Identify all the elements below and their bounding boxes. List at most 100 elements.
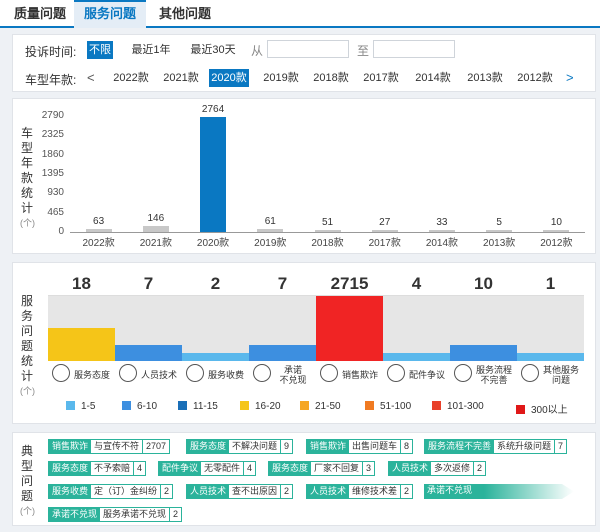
flow-icon (454, 364, 472, 382)
legend-item: 101-300 (432, 401, 484, 412)
top-tab-bar: 质量问题 服务问题 其他问题 (0, 0, 600, 28)
heatmap-count: 2 (182, 272, 249, 296)
year-option-2017[interactable]: 2017款 (363, 72, 399, 84)
heatmap-column[interactable]: 2715 销售欺诈 (316, 272, 383, 390)
year-option-2021[interactable]: 2021款 (163, 72, 199, 84)
date-to-input[interactable] (373, 40, 455, 58)
year-chart-xtick: 2021款 (139, 238, 172, 249)
typical-issue-tag[interactable]: 服务态度 厂家不回复 3 (268, 461, 376, 476)
heatmap-column[interactable]: 1 其他服务 问题 (517, 272, 584, 390)
year-chart-xtick: 2014款 (425, 238, 459, 249)
typical-issue-tag[interactable]: 承诺不兑现 (424, 484, 574, 499)
heatmap-cell-bg (383, 296, 450, 361)
year-option-2020[interactable]: 2020款 (209, 69, 249, 87)
heatmap-column[interactable]: 7 承诺 不兑现 (249, 272, 316, 390)
legend-swatch (432, 401, 441, 410)
year-chart-bar[interactable] (486, 230, 513, 232)
years-prev-arrow[interactable]: < (87, 70, 95, 85)
typical-issue-tag[interactable]: 配件争议 无零配件 4 (158, 461, 257, 476)
typical-issue-tag[interactable]: 销售欺诈 出售问题车 8 (306, 439, 414, 454)
legend-swatch (365, 401, 374, 410)
year-chart-bar[interactable] (428, 230, 455, 232)
legend-item: 1-5 (66, 401, 95, 412)
year-chart-xtick: 2017款 (368, 238, 401, 249)
heatmap-category-label: 服务态度 (73, 370, 110, 380)
legend-label: 1-5 (81, 401, 96, 412)
service-chart-title: 服 务 问 题 统 计 (个) (20, 294, 35, 396)
legend-item: 6-10 (122, 401, 157, 412)
shield-icon (253, 364, 271, 382)
year-chart-xtick: 2020款 (196, 238, 230, 249)
typical-issue-tag[interactable]: 服务收费 定（订）金纠纷 2 (48, 484, 174, 499)
to-label: 至 (357, 44, 370, 58)
smiley-icon (52, 364, 70, 382)
heatmap-column[interactable]: 10 服务流程 不完善 (450, 272, 517, 390)
legend-item: 51-100 (365, 401, 411, 412)
tab-quality[interactable]: 质量问题 (14, 6, 67, 21)
heatmap-category-label: 配件争议 (408, 370, 445, 380)
time-option-30days[interactable]: 最近30天 (190, 44, 236, 56)
heatmap-column[interactable]: 4 配件争议 (383, 272, 450, 390)
heatmap-count: 10 (450, 272, 517, 296)
year-chart-bar[interactable] (257, 229, 284, 232)
year-chart-bar[interactable] (543, 230, 570, 232)
heatmap-cell-bg (182, 296, 249, 361)
heatmap-count: 7 (249, 272, 316, 296)
typical-issue-tag[interactable]: 人员技术 查不出原因 2 (186, 484, 294, 499)
typical-issue-tag[interactable]: 人员技术 多次返修 2 (388, 461, 487, 476)
legend-swatch (240, 401, 249, 410)
heatmap-column[interactable]: 7 人员技术 (115, 272, 182, 390)
tab-other[interactable]: 其他问题 (159, 6, 212, 21)
year-option-2018[interactable]: 2018款 (313, 72, 349, 84)
heatmap-category-label: 服务流程 不完善 (475, 365, 512, 385)
typical-issue-tag[interactable]: 承诺不兑现 服务承诺不兑现 2 (48, 507, 183, 522)
year-option-2019[interactable]: 2019款 (263, 72, 299, 84)
year-chart-bar-value: 27 (379, 217, 391, 228)
time-option-any[interactable]: 不限 (87, 41, 113, 59)
typical-issue-tag[interactable]: 服务态度 不予索赔 4 (48, 461, 147, 476)
typical-issue-tag[interactable]: 服务流程不完善 系统升级问题 7 (424, 439, 568, 454)
year-chart-panel (12, 98, 596, 254)
typical-issue-tag[interactable]: 销售欺诈 与宣传不符 2707 (48, 439, 171, 454)
heatmap-cell-fill (517, 353, 584, 361)
money-bag-icon (186, 364, 204, 382)
year-chart-bar[interactable] (200, 117, 227, 232)
tools-icon (119, 364, 137, 382)
year-chart-bar-value: 10 (550, 217, 562, 228)
heatmap-count: 18 (48, 272, 115, 296)
heatmap-cell-fill (115, 345, 182, 361)
legend-label: 16-20 (255, 401, 281, 412)
time-option-1year[interactable]: 最近1年 (131, 44, 171, 56)
date-from-input[interactable] (267, 40, 349, 58)
legend-label: 51-100 (380, 401, 412, 412)
year-option-2013[interactable]: 2013款 (467, 72, 503, 84)
typical-issue-tag[interactable]: 人员技术 维修技术差 2 (306, 484, 414, 499)
legend-swatch (300, 401, 309, 410)
year-chart-xtick: 2018款 (311, 238, 344, 249)
from-label: 从 (251, 44, 264, 58)
year-chart-ytick: 1860 (41, 148, 64, 160)
year-chart-ytick: 465 (47, 206, 64, 218)
heatmap-column[interactable]: 2 服务收费 (182, 272, 249, 390)
legend-swatch (178, 401, 187, 410)
legend-label: 300以上 (531, 405, 568, 416)
year-chart-bar[interactable] (314, 229, 341, 232)
year-filter-label: 车型年款: (25, 73, 77, 87)
heatmap-column[interactable]: 18 服务态度 (48, 272, 115, 390)
legend-item: 21-50 (300, 401, 341, 412)
year-chart-bar-value: 2764 (201, 104, 225, 116)
heatmap-category-label: 服务收费 (207, 370, 244, 380)
year-option-2014[interactable]: 2014款 (415, 72, 451, 84)
legend-label: 21-50 (315, 401, 341, 412)
tab-service[interactable]: 服务问题 (74, 0, 147, 28)
year-chart-ytick: 930 (47, 187, 64, 199)
year-chart-bar[interactable] (85, 229, 112, 232)
heatmap-cell-bg (517, 296, 584, 361)
year-option-2012[interactable]: 2012款 (517, 72, 553, 84)
year-chart-bar[interactable] (371, 230, 398, 232)
year-chart-ytick: 1395 (41, 168, 64, 179)
typical-issue-tag[interactable]: 服务态度 不解决问题 9 (186, 439, 294, 454)
year-option-2022[interactable]: 2022款 (113, 72, 149, 84)
years-next-arrow[interactable]: > (566, 70, 574, 85)
year-chart-bar[interactable] (142, 225, 169, 232)
